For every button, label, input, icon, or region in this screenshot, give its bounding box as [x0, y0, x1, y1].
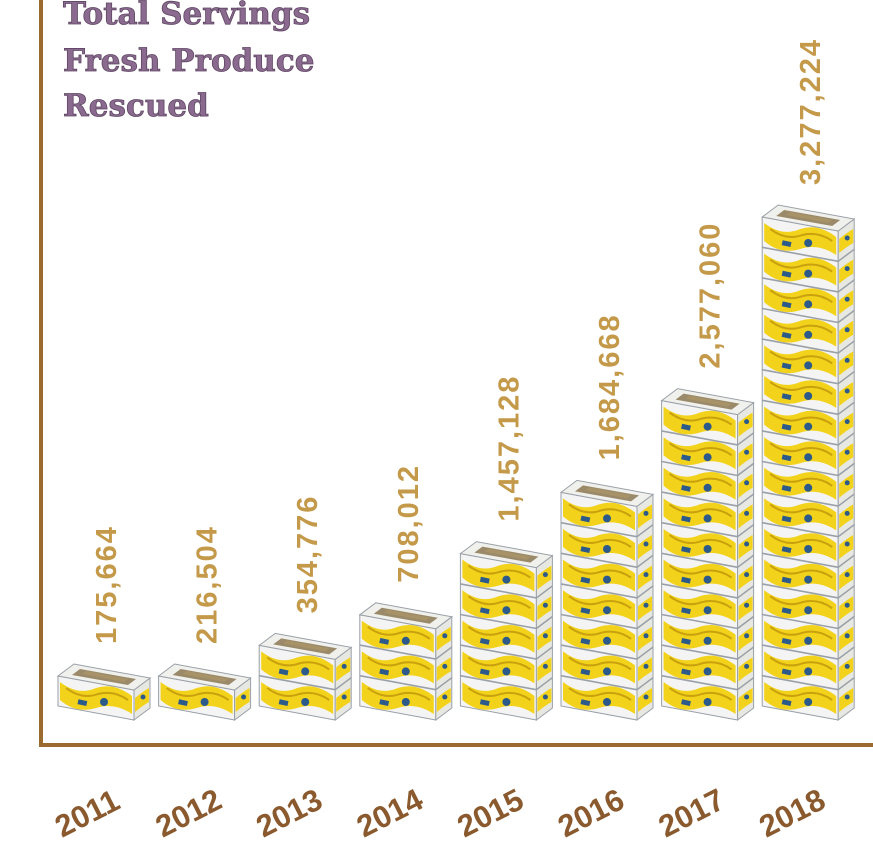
banana-box-icon	[761, 675, 855, 721]
banana-box-icon	[761, 338, 855, 385]
banana-box-icon	[761, 491, 855, 538]
value-labels: 175,664 216,504 354,776 708,012 1,457,128 1,6…	[91, 38, 827, 644]
banana-box-icon	[560, 552, 654, 599]
year-label-2011: 2011	[49, 783, 125, 845]
value-label-2014: 708,012	[393, 464, 425, 583]
banana-box-icon	[459, 541, 554, 599]
chart-title: Total Servings Fresh Produce Rescued	[63, 0, 315, 124]
year-label-2015: 2015	[452, 782, 529, 844]
banana-box-icon	[761, 308, 855, 354]
banana-box-icon	[560, 583, 654, 630]
banana-box-icon	[661, 614, 755, 660]
value-label-2017: 2,577,060	[695, 222, 727, 369]
banana-box-icon	[560, 675, 654, 721]
title-line-2: Fresh Produce	[63, 43, 314, 79]
banana-box-icon	[459, 583, 553, 630]
banana-box-icon	[258, 675, 352, 721]
year-label-2013: 2013	[250, 782, 327, 844]
banana-box-icon	[559, 479, 655, 538]
value-label-2018: 3,277,224	[795, 38, 827, 185]
year-label-2016: 2016	[552, 782, 629, 844]
banana-box-icon	[660, 388, 755, 446]
bar-2011	[56, 663, 152, 721]
value-label-2015: 1,457,128	[493, 375, 525, 522]
banana-box-icon	[661, 522, 755, 568]
banana-box-icon	[459, 644, 553, 691]
bar-2012	[157, 663, 252, 721]
bar-2015	[459, 541, 554, 721]
banana-box-icon	[358, 602, 454, 660]
year-label-2014: 2014	[351, 781, 429, 844]
bar-2016	[559, 479, 655, 721]
banana-box-icon	[761, 552, 855, 599]
banana-box-icon	[560, 614, 654, 660]
value-label-2011: 175,664	[91, 525, 123, 644]
bar-stacks	[56, 204, 856, 721]
value-label-2016: 1,684,668	[594, 313, 626, 460]
banana-box-icon	[760, 204, 856, 262]
banana-box-icon	[257, 632, 353, 691]
banana-box-icon	[459, 675, 553, 721]
banana-box-icon	[761, 246, 855, 293]
banana-box-icon	[761, 369, 855, 415]
title-line-1: Total Servings	[63, 0, 310, 32]
banana-box-icon	[56, 663, 152, 721]
banana-box-icon	[761, 583, 855, 630]
year-labels: 2011 2012 2013 2014 2015 2016 2017 2018	[49, 781, 831, 844]
value-label-2013: 354,776	[292, 495, 324, 614]
banana-box-icon	[661, 552, 755, 599]
banana-box-icon	[157, 663, 252, 721]
banana-box-icon	[761, 430, 855, 477]
bar-2018	[760, 204, 856, 721]
bar-2013	[257, 632, 353, 721]
axes	[39, 0, 873, 747]
banana-box-icon	[359, 675, 453, 721]
value-label-2012: 216,504	[192, 525, 224, 644]
banana-box-icon	[661, 461, 755, 507]
year-label-2012: 2012	[150, 782, 227, 844]
banana-box-icon	[661, 491, 755, 538]
banana-box-icon	[661, 583, 755, 630]
banana-box-icon	[661, 675, 755, 721]
title-line-3: Rescued	[63, 88, 209, 124]
bar-2017	[660, 388, 755, 721]
banana-box-icon	[761, 614, 855, 660]
bar-2014	[358, 602, 454, 721]
banana-box-icon	[359, 644, 453, 691]
year-label-2018: 2018	[753, 782, 830, 844]
banana-box-icon	[560, 644, 654, 691]
banana-box-icon	[761, 522, 855, 568]
year-label-2017: 2017	[653, 782, 730, 844]
banana-box-icon	[761, 461, 855, 507]
